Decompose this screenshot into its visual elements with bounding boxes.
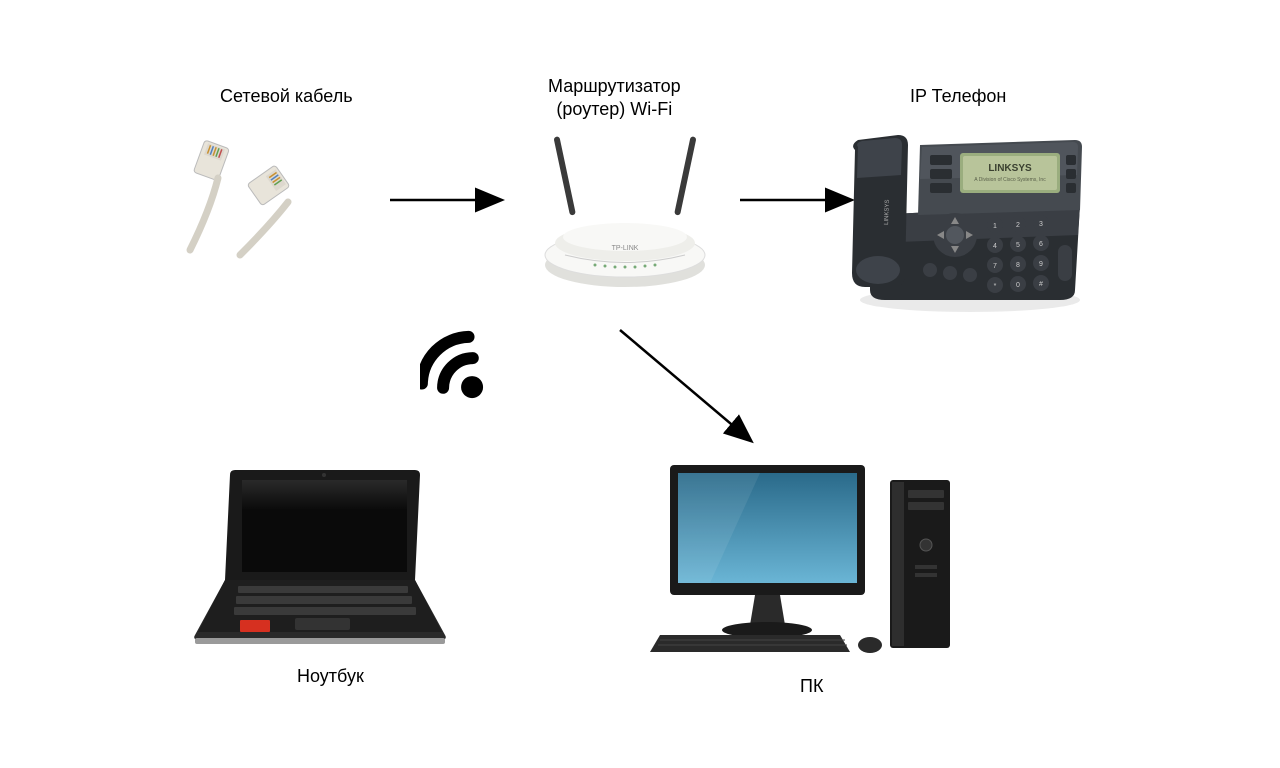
node-laptop-label-wrap: Ноутбук [297,665,364,688]
node-phone-label-wrap: IP Телефон [910,85,1006,108]
svg-text:#: # [1039,281,1043,288]
pc-label: ПК [800,675,823,698]
svg-text:TP-LINK: TP-LINK [612,245,639,252]
pc-icon [640,450,960,660]
node-router-label-wrap: Маршрутизатор (роутер) Wi-Fi [548,75,681,122]
cable-label: Сетевой кабель [220,85,353,108]
svg-text:0: 0 [1016,282,1020,289]
svg-text:9: 9 [1039,261,1043,268]
svg-text:8: 8 [1016,262,1020,269]
svg-text:*: * [994,283,997,290]
svg-text:3: 3 [1039,221,1043,228]
node-cable-label-wrap: Сетевой кабель [220,85,353,108]
laptop-icon [190,460,450,650]
svg-text:5: 5 [1016,242,1020,249]
laptop-label: Ноутбук [297,665,364,688]
svg-text:4: 4 [993,243,997,250]
svg-text:7: 7 [993,263,997,270]
svg-text:6: 6 [1039,241,1043,248]
cable-icon [170,130,360,260]
phone-label: IP Телефон [910,85,1006,108]
svg-text:1: 1 [993,223,997,230]
svg-text:LINKSYS: LINKSYS [884,200,891,226]
svg-text:LINKSYS: LINKSYS [988,163,1032,174]
svg-text:2: 2 [1016,222,1020,229]
wifi-icon [420,320,510,415]
svg-text:A Division of Cisco Systems, I: A Division of Cisco Systems, Inc [974,177,1046,183]
arrow-router-pc [620,330,750,440]
node-pc-label-wrap: ПК [800,675,823,698]
router-label: Маршрутизатор (роутер) Wi-Fi [548,75,681,122]
router-icon: TP-LINK [520,125,730,295]
ip-phone-icon: LINKSYS A Division of Cisco Systems, Inc… [830,115,1090,315]
